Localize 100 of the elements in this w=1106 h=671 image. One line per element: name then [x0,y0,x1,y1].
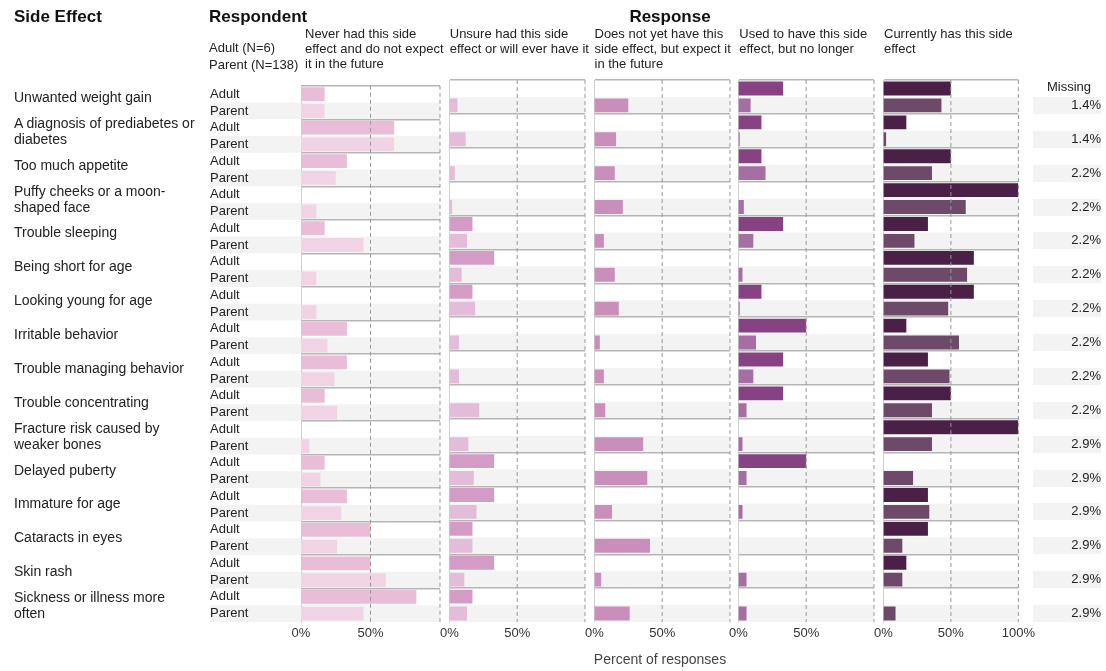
bar [301,539,338,554]
y-tick-label: Parent [210,102,249,118]
y-tick-label: Adult [210,420,241,436]
bar [883,115,907,130]
bar [301,321,347,336]
y-tick-label: Parent [210,571,249,587]
text: 2.9% [1033,469,1101,487]
y-tick-label: Parent [210,337,249,353]
y-tick-label: Adult [210,286,241,302]
text: Puffy cheeks or a moon-shaped face [14,182,167,215]
text: 2.9% [1033,571,1101,589]
text: Trouble sleeping [14,224,117,241]
text: Side Effect [14,7,102,27]
x-axis-title: Percent of responses [592,651,728,667]
y-tick-label: Adult [210,353,241,369]
text: 2.9% [1033,605,1101,622]
bar [593,369,604,384]
y-tick-label: Adult [210,119,241,135]
bar [449,403,479,418]
x-tick-label: 50% [648,625,676,641]
bar [301,556,371,571]
y-tick-label: Parent [210,236,249,252]
bar [593,166,615,181]
bar [301,171,336,185]
text: A diagnosis of prediabetes or diabetes [14,114,196,147]
text: 2.9% [1033,435,1101,453]
bar [301,305,317,319]
bar [301,455,325,470]
bar [738,572,747,587]
bar [738,98,751,113]
bar [449,572,465,587]
bar [738,115,762,130]
bar [301,439,310,453]
x-tick-label: 50% [793,625,820,641]
text: Looking young for age [14,292,153,309]
bar [593,606,630,621]
bar [883,606,896,621]
bar [883,572,903,587]
bar [301,271,317,286]
x-tick-label: 50% [937,625,965,641]
bar [593,200,623,214]
bar [738,284,762,299]
chart-title: Never had this side effect and do not expect it in the future [305,26,445,71]
bar [883,555,907,570]
y-tick-label: Adult [210,588,241,604]
bar [449,437,469,452]
bar [301,355,347,370]
text: Parent (N=138) [209,57,299,72]
x-tick-label: 50% [357,625,384,641]
bar [883,233,915,248]
bar [301,405,338,420]
text: 2.2% [1033,232,1101,250]
text: 2.2% [1033,367,1101,385]
bar [593,301,619,316]
bar [738,233,754,248]
bar [738,200,745,214]
y-tick-label: Adult [210,487,241,503]
text: 1.4% [1033,130,1101,148]
bar [449,217,473,231]
y-tick-label: Parent [210,504,249,520]
chart-title: Currently has this side effect [884,26,1014,56]
y-tick-label: Adult [210,85,241,101]
bar [449,471,474,485]
bar [301,472,321,487]
bar [449,166,455,181]
y-tick-label: Adult [210,387,241,403]
bar [738,149,762,164]
y-tick-label: Parent [210,136,249,152]
bar [449,301,475,316]
bar [449,132,466,147]
text: Trouble concentrating [14,393,149,410]
bar [593,504,612,519]
text: 1.4% [1033,96,1101,114]
y-tick-label: Adult [210,320,241,336]
y-tick-label: Adult [210,186,241,202]
bar [593,267,615,282]
y-tick-label: Parent [210,538,249,554]
bar [301,506,342,520]
bar [449,521,473,536]
bar [883,538,903,553]
text: Respondent [209,7,308,27]
bar [593,403,605,418]
y-tick-label: Parent [210,437,249,453]
bar [449,233,467,248]
bar [449,369,459,384]
bar [301,522,371,537]
bar [738,166,766,181]
y-tick-label: Adult [210,253,241,269]
x-tick-label: 100% [1001,625,1036,641]
text: Skin rash [14,563,73,580]
text: Delayed puberty [14,461,116,478]
bar [301,338,328,353]
text: Sickness or illness more often [14,589,166,622]
y-tick-label: Adult [210,554,241,570]
bar [883,318,907,333]
text: Cataracts in eyes [14,529,123,546]
chart-title: Used to have this side effect, but no longer [739,26,869,56]
y-tick-label: Parent [210,605,249,621]
bar [593,98,628,113]
bar [593,132,616,147]
